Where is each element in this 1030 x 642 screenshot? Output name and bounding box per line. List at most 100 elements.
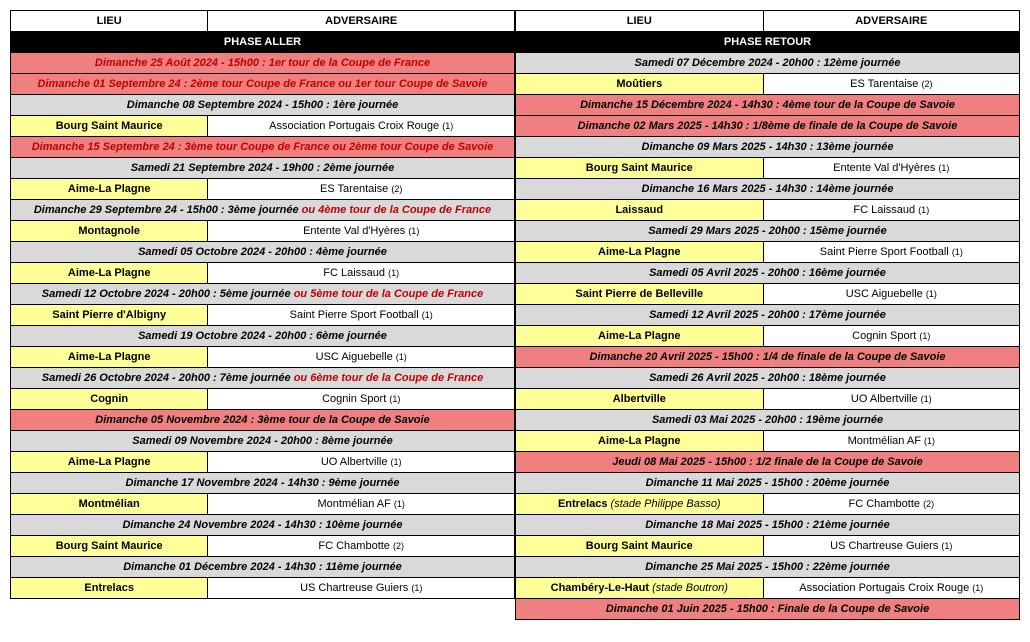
table-row: Samedi 12 Octobre 2024 - 20h00 : 5ème jo… <box>11 284 515 305</box>
table-row: Aime-La PlagneUSC Aiguebelle (1) <box>11 347 515 368</box>
lieu-cell: Laissaud <box>516 200 764 221</box>
date-row-mixed: Samedi 26 Octobre 2024 - 20h00 : 7ème jo… <box>11 368 515 389</box>
adversaire-cell: FC Chambotte (2) <box>208 536 515 557</box>
lieu-cell: Aime-La Plagne <box>11 263 208 284</box>
date-row: Dimanche 01 Juin 2025 - 15h00 : Finale d… <box>516 599 1020 620</box>
lieu-cell: Bourg Saint Maurice <box>11 536 208 557</box>
date-row: Dimanche 17 Novembre 2024 - 14h30 : 9ème… <box>11 473 515 494</box>
table-row: Dimanche 11 Mai 2025 - 15h00 : 20ème jou… <box>516 473 1020 494</box>
adversaire-cell: Entente Val d'Hyères (1) <box>208 221 515 242</box>
adversaire-cell: Montmélian AF (1) <box>763 431 1019 452</box>
table-row: Samedi 26 Octobre 2024 - 20h00 : 7ème jo… <box>11 368 515 389</box>
lieu-cell: Entrelacs (stade Philippe Basso) <box>516 494 764 515</box>
date-row: Dimanche 25 Mai 2025 - 15h00 : 22ème jou… <box>516 557 1020 578</box>
date-row: Dimanche 18 Mai 2025 - 15h00 : 21ème jou… <box>516 515 1020 536</box>
left-column: LIEU ADVERSAIRE PHASE ALLER Dimanche 25 … <box>10 10 515 620</box>
table-row: Chambéry-Le-Haut (stade Boutron)Associat… <box>516 578 1020 599</box>
lieu-cell: Bourg Saint Maurice <box>516 158 764 179</box>
adversaire-cell: UO Albertville (1) <box>208 452 515 473</box>
table-row: Aime-La PlagneMontmélian AF (1) <box>516 431 1020 452</box>
adversaire-cell: FC Chambotte (2) <box>763 494 1019 515</box>
date-row: Dimanche 01 Décembre 2024 - 14h30 : 11èm… <box>11 557 515 578</box>
adversaire-cell: ES Tarentaise (2) <box>208 179 515 200</box>
right-phase: PHASE RETOUR <box>516 32 1020 53</box>
adversaire-cell: Cognin Sport (1) <box>763 326 1019 347</box>
date-row: Samedi 12 Avril 2025 - 20h00 : 17ème jou… <box>516 305 1020 326</box>
table-row: Dimanche 24 Novembre 2024 - 14h30 : 10èm… <box>11 515 515 536</box>
date-row: Samedi 03 Mai 2025 - 20h00 : 19ème journ… <box>516 410 1020 431</box>
adversaire-cell: ES Tarentaise (2) <box>763 74 1019 95</box>
table-row: Samedi 05 Avril 2025 - 20h00 : 16ème jou… <box>516 263 1020 284</box>
lieu-cell: Aime-La Plagne <box>516 326 764 347</box>
right-header-adversaire: ADVERSAIRE <box>763 11 1019 32</box>
table-row: Aime-La PlagneES Tarentaise (2) <box>11 179 515 200</box>
table-row: Dimanche 01 Décembre 2024 - 14h30 : 11èm… <box>11 557 515 578</box>
table-row: Samedi 19 Octobre 2024 - 20h00 : 6ème jo… <box>11 326 515 347</box>
lieu-cell: Albertville <box>516 389 764 410</box>
lieu-cell: Moûtiers <box>516 74 764 95</box>
date-row: Dimanche 20 Avril 2025 - 15h00 : 1/4 de … <box>516 347 1020 368</box>
right-header-lieu: LIEU <box>516 11 764 32</box>
table-row: Samedi 07 Décembre 2024 - 20h00 : 12ème … <box>516 53 1020 74</box>
table-row: CogninCognin Sport (1) <box>11 389 515 410</box>
date-row-mixed: Samedi 12 Octobre 2024 - 20h00 : 5ème jo… <box>11 284 515 305</box>
table-row: Saint Pierre d'AlbignySaint Pierre Sport… <box>11 305 515 326</box>
table-row: Samedi 03 Mai 2025 - 20h00 : 19ème journ… <box>516 410 1020 431</box>
date-row: Samedi 19 Octobre 2024 - 20h00 : 6ème jo… <box>11 326 515 347</box>
table-row: Dimanche 18 Mai 2025 - 15h00 : 21ème jou… <box>516 515 1020 536</box>
table-row: Aime-La PlagneSaint Pierre Sport Footbal… <box>516 242 1020 263</box>
right-column: LIEU ADVERSAIRE PHASE RETOUR Samedi 07 D… <box>515 10 1020 620</box>
lieu-cell: Aime-La Plagne <box>11 452 208 473</box>
table-row: Dimanche 16 Mars 2025 - 14h30 : 14ème jo… <box>516 179 1020 200</box>
adversaire-cell: FC Laissaud (1) <box>763 200 1019 221</box>
lieu-cell: Bourg Saint Maurice <box>516 536 764 557</box>
date-row: Samedi 29 Mars 2025 - 20h00 : 15ème jour… <box>516 221 1020 242</box>
lieu-cell: Montmélian <box>11 494 208 515</box>
schedule-wrapper: LIEU ADVERSAIRE PHASE ALLER Dimanche 25 … <box>10 10 1020 620</box>
table-row: Saint Pierre de BellevilleUSC Aiguebelle… <box>516 284 1020 305</box>
right-table: LIEU ADVERSAIRE PHASE RETOUR Samedi 07 D… <box>515 10 1020 620</box>
table-row: Dimanche 05 Novembre 2024 : 3ème tour de… <box>11 410 515 431</box>
date-row: Dimanche 25 Août 2024 - 15h00 : 1er tour… <box>11 53 515 74</box>
table-row: Bourg Saint MauriceFC Chambotte (2) <box>11 536 515 557</box>
left-phase: PHASE ALLER <box>11 32 515 53</box>
left-table: LIEU ADVERSAIRE PHASE ALLER Dimanche 25 … <box>10 10 515 599</box>
date-row: Dimanche 02 Mars 2025 - 14h30 : 1/8ème d… <box>516 116 1020 137</box>
lieu-cell: Aime-La Plagne <box>11 347 208 368</box>
adversaire-cell: Association Portugais Croix Rouge (1) <box>763 578 1019 599</box>
adversaire-cell: Montmélian AF (1) <box>208 494 515 515</box>
table-row: Dimanche 29 Septembre 24 - 15h00 : 3ème … <box>11 200 515 221</box>
table-row: Dimanche 01 Juin 2025 - 15h00 : Finale d… <box>516 599 1020 620</box>
table-row: Samedi 29 Mars 2025 - 20h00 : 15ème jour… <box>516 221 1020 242</box>
date-row: Samedi 21 Septembre 2024 - 19h00 : 2ème … <box>11 158 515 179</box>
date-row: Samedi 05 Octobre 2024 - 20h00 : 4ème jo… <box>11 242 515 263</box>
adversaire-cell: US Chartreuse Guiers (1) <box>208 578 515 599</box>
left-header-lieu: LIEU <box>11 11 208 32</box>
adversaire-cell: US Chartreuse Guiers (1) <box>763 536 1019 557</box>
table-row: Dimanche 08 Septembre 2024 - 15h00 : 1èr… <box>11 95 515 116</box>
date-row: Dimanche 11 Mai 2025 - 15h00 : 20ème jou… <box>516 473 1020 494</box>
adversaire-cell: UO Albertville (1) <box>763 389 1019 410</box>
table-row: MontmélianMontmélian AF (1) <box>11 494 515 515</box>
table-row: Aime-La PlagneCognin Sport (1) <box>516 326 1020 347</box>
date-row: Samedi 09 Novembre 2024 - 20h00 : 8ème j… <box>11 431 515 452</box>
table-row: MontagnoleEntente Val d'Hyères (1) <box>11 221 515 242</box>
table-row: Samedi 21 Septembre 2024 - 19h00 : 2ème … <box>11 158 515 179</box>
date-row: Dimanche 16 Mars 2025 - 14h30 : 14ème jo… <box>516 179 1020 200</box>
adversaire-cell: Saint Pierre Sport Football (1) <box>208 305 515 326</box>
lieu-cell: Cognin <box>11 389 208 410</box>
table-row: Aime-La PlagneFC Laissaud (1) <box>11 263 515 284</box>
table-row: Bourg Saint MauriceEntente Val d'Hyères … <box>516 158 1020 179</box>
lieu-cell: Entrelacs <box>11 578 208 599</box>
adversaire-cell: Cognin Sport (1) <box>208 389 515 410</box>
date-row: Dimanche 05 Novembre 2024 : 3ème tour de… <box>11 410 515 431</box>
table-row: Samedi 05 Octobre 2024 - 20h00 : 4ème jo… <box>11 242 515 263</box>
table-row: AlbertvilleUO Albertville (1) <box>516 389 1020 410</box>
adversaire-cell: Association Portugais Croix Rouge (1) <box>208 116 515 137</box>
adversaire-cell: Entente Val d'Hyères (1) <box>763 158 1019 179</box>
table-row: Jeudi 08 Mai 2025 - 15h00 : 1/2 finale d… <box>516 452 1020 473</box>
table-row: Dimanche 25 Août 2024 - 15h00 : 1er tour… <box>11 53 515 74</box>
table-row: Samedi 26 Avril 2025 - 20h00 : 18ème jou… <box>516 368 1020 389</box>
lieu-cell: Chambéry-Le-Haut (stade Boutron) <box>516 578 764 599</box>
table-row: Entrelacs (stade Philippe Basso)FC Chamb… <box>516 494 1020 515</box>
